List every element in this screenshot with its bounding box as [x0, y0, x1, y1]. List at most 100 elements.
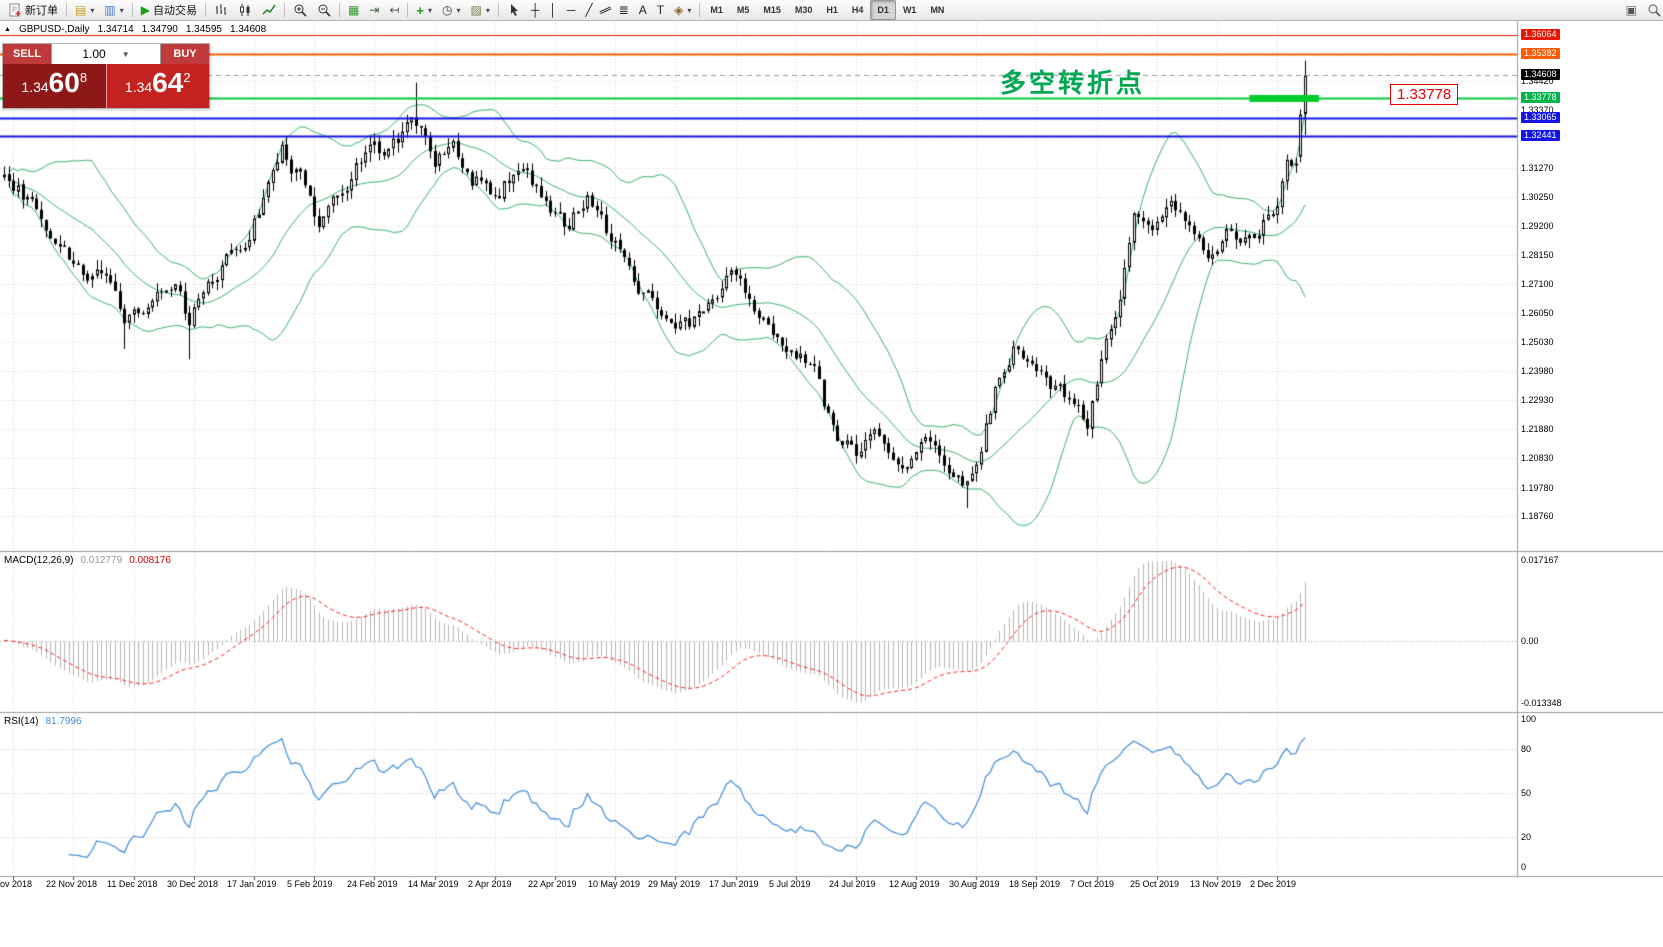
search-button[interactable]	[1642, 0, 1663, 20]
line-icon	[262, 3, 276, 17]
fibonacci-button[interactable]: ≣	[614, 0, 634, 20]
chart-title: ▲ GBPUSD-,Daily 1.34714 1.34790 1.34595 …	[4, 24, 266, 35]
toolbar-separator	[66, 3, 67, 17]
candles-icon	[238, 3, 252, 17]
zoom-out-button[interactable]	[312, 0, 336, 20]
timeframe-h4-button[interactable]: H4	[851, 5, 864, 15]
timeframe-w1-button[interactable]: W1	[902, 5, 917, 15]
zoom-out-icon	[317, 3, 331, 17]
bar-chart-button[interactable]	[209, 0, 233, 20]
layout-icon: ▣	[1625, 3, 1637, 17]
volume-value: 1.00	[82, 47, 106, 61]
indicators-icon: +	[416, 2, 425, 18]
vline-icon: │	[549, 3, 557, 17]
line-chart-button[interactable]	[257, 0, 281, 20]
new-order-button[interactable]: 新订单	[3, 0, 63, 20]
ohlc-low: 1.34595	[185, 24, 222, 35]
crosshair-icon: ┼	[530, 3, 540, 17]
new-order-icon	[8, 3, 22, 17]
chevron-down-icon: ▾	[485, 5, 490, 15]
text-button[interactable]: A	[634, 0, 652, 20]
templates-button[interactable]: ▨ ▾	[466, 0, 495, 20]
shift-icon: ↤	[389, 3, 400, 17]
vertical-line-button[interactable]: │	[544, 0, 562, 20]
shapes-icon: ◈	[674, 3, 684, 17]
horizontal-line-button[interactable]: ─	[562, 0, 581, 20]
profiles-button[interactable]: ▥ ▾	[99, 0, 128, 20]
timeframe-d1-button[interactable]: D1	[870, 0, 896, 20]
ohlc-open: 1.34714	[97, 24, 134, 35]
chevron-down-icon: ▾	[456, 5, 461, 15]
zoom-in-button[interactable]	[288, 0, 312, 20]
auto-scroll-button[interactable]: ⇥	[364, 0, 384, 20]
toolbar-separator	[283, 3, 285, 17]
timeframe-m15-button[interactable]: M15	[763, 5, 781, 15]
timeframe-h1-button[interactable]: H1	[826, 5, 838, 15]
tile-windows-button[interactable]: ▦	[343, 0, 364, 20]
ohlc-close: 1.34608	[229, 24, 267, 35]
chevron-down-icon: ▾	[687, 5, 692, 15]
fibo-icon: ≣	[618, 3, 629, 17]
sell-button[interactable]: SELL	[3, 44, 51, 64]
ask-main: 64	[152, 67, 184, 98]
templates-icon: ▨	[470, 3, 482, 17]
layout-button[interactable]: ▣	[1621, 0, 1642, 20]
autotrading-button-label: 自动交易	[152, 5, 197, 17]
candlestick-chart-button[interactable]	[233, 0, 257, 20]
timeframe-m30-button[interactable]: M30	[794, 5, 813, 15]
price-callout-label[interactable]: 1.33778	[1390, 84, 1459, 105]
chevron-down-icon: ▾	[119, 5, 124, 15]
hline-icon: ─	[566, 3, 576, 17]
toolbar-separator	[204, 3, 206, 17]
indicators-button[interactable]: + ▾	[411, 0, 437, 20]
cursor-button[interactable]	[502, 0, 526, 20]
buy-button[interactable]: BUY	[161, 44, 209, 64]
chart-shift-button[interactable]: ↤	[384, 0, 404, 20]
bid-prefix: 1.34	[21, 79, 49, 95]
trendline-icon: ╱	[585, 3, 593, 17]
channel-icon: ∥	[598, 4, 614, 16]
bars-icon	[214, 3, 228, 17]
timeframe-m1-button[interactable]: M1	[710, 5, 723, 15]
timeframe-mn-button[interactable]: MN	[930, 5, 945, 15]
ask-price-button[interactable]: 1.34 64 2	[105, 64, 209, 108]
autotrading-button[interactable]: ▶ 自动交易	[136, 0, 202, 20]
trendline-button[interactable]: ╱	[580, 0, 597, 20]
toolbar-right-group: ▣	[1621, 0, 1663, 20]
clock-icon: ◷	[442, 3, 453, 17]
text-icon: A	[638, 3, 647, 17]
bid-pip: 8	[79, 70, 88, 85]
volume-input[interactable]: 1.00 ▼	[51, 44, 161, 64]
tiles-icon: ▦	[347, 3, 360, 17]
symbol-period: GBPUSD-,Daily	[18, 24, 90, 35]
periods-button[interactable]: ◷ ▾	[437, 0, 466, 20]
new-chart-button[interactable]: ▤ ▾	[70, 0, 99, 20]
ask-prefix: 1.34	[124, 79, 153, 95]
chevron-down-icon: ▾	[90, 5, 95, 15]
volume-dropdown-icon[interactable]: ▼	[121, 49, 130, 59]
collapse-icon[interactable]: ▲	[4, 26, 11, 33]
bid-price-button[interactable]: 1.34 60 8	[3, 64, 106, 108]
crosshair-button[interactable]: ┼	[526, 0, 545, 20]
text-label-button[interactable]: T	[652, 0, 669, 20]
toolbar-separator	[131, 3, 133, 17]
toolbar: 新订单 ▤ ▾ ▥ ▾ ▶ 自动交易 ▦ ⇥ ↤ + ▾ ◷ ▾ ▨ ▾ ┼ │ ─ ╱ ∥ ≣ A T ◈ ▾ M1 M5 M15 M3…	[0, 0, 1663, 21]
profiles-icon: ▥	[104, 3, 116, 17]
label-icon: T	[656, 3, 665, 17]
channel-button[interactable]: ∥	[598, 0, 614, 20]
cursor-icon	[507, 3, 521, 17]
chevron-down-icon: ▾	[428, 5, 433, 15]
toolbar-separator	[699, 3, 701, 17]
toolbar-separator	[338, 3, 340, 17]
toolbar-separator	[497, 3, 499, 17]
timeframe-m5-button[interactable]: M5	[736, 5, 750, 15]
new-order-button-label: 新订单	[25, 5, 58, 17]
ohlc-high: 1.34790	[141, 24, 178, 35]
arrows-button[interactable]: ◈ ▾	[669, 0, 696, 20]
autoscroll-icon: ⇥	[369, 3, 380, 17]
autotrade-icon: ▶	[140, 3, 150, 17]
ask-pip: 2	[183, 70, 191, 85]
magnifier-icon	[1647, 3, 1661, 17]
